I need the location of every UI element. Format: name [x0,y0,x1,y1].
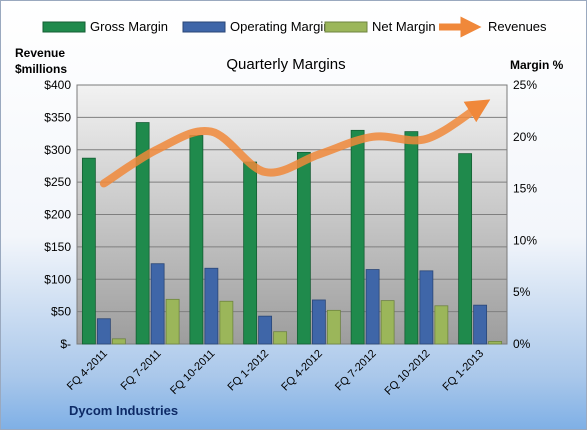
bar-operating-margin [96,318,111,345]
bar-net-margin [326,309,341,345]
legend-label-operating: Operating Margin [230,19,330,34]
bar-net-margin [165,298,180,345]
bar-net-margin [380,300,395,345]
bar-operating-margin [365,269,380,345]
revenue-point [265,172,266,173]
x-tick-label: FQ 4-2011 [65,348,110,393]
right-tick-label: 0% [513,337,531,351]
right-tick-label: 15% [513,182,537,196]
legend-swatch-net [324,21,368,33]
left-axis-label-line1: Revenue [15,46,65,60]
left-tick-label: $200 [44,208,71,222]
left-tick-label: $350 [44,110,71,124]
revenue-point [426,138,427,139]
bar-operating-margin [150,263,165,345]
right-tick-label: 20% [513,130,537,144]
x-tick-label: FQ 7-2011 [119,348,164,393]
bars [81,122,503,345]
x-axis-ticks: FQ 4-2011 FQ 7-2011 FQ 10-2011 FQ 1-2012 FQ … [65,348,486,398]
x-tick-label: FQ 1-2013 [441,348,487,394]
bar-net-margin [273,331,288,345]
bar-gross-margin [404,131,419,345]
bar-net-margin [111,338,126,345]
right-tick-label: 10% [513,233,537,247]
bar-operating-margin [204,267,219,345]
left-tick-label: $300 [44,143,71,157]
bar-gross-margin [243,161,258,345]
revenue-series-line [99,99,491,188]
bar-operating-margin [258,315,273,345]
left-tick-label: $250 [44,175,71,189]
bar-gross-margin [350,129,365,345]
x-tick-label: FQ 10-2012 [383,348,433,398]
bar-gross-margin [296,151,311,345]
bar-gross-margin [189,135,204,345]
right-tick-label: 25% [513,78,537,92]
right-axis-label: Margin % [510,58,564,72]
revenue-point [211,131,212,132]
x-tick-label: FQ 4-2012 [279,348,325,394]
legend-label-net: Net Margin [372,19,436,34]
left-tick-label: $400 [44,78,71,92]
legend-swatch-gross [42,21,86,33]
right-axis-ticks: 0% 5% 10% 15% 20% 25% [513,78,537,351]
right-tick-label: 5% [513,285,531,299]
left-axis-ticks: $- $50 $100 $150 $200 $250 $300 $350 $400 [44,78,71,351]
legend-label-revenues: Revenues [488,19,547,34]
legend-label-gross: Gross Margin [90,19,168,34]
revenue-point [157,149,158,150]
bar-net-margin [488,341,503,345]
x-tick-label: FQ 10-2011 [168,348,217,397]
bar-operating-margin [473,304,488,345]
revenue-point [480,105,481,106]
revenue-line [99,99,491,188]
bar-gross-margin [135,122,150,345]
x-tick-label: FQ 7-2012 [333,348,379,394]
legend-swatch-operating [182,21,226,33]
revenue-point [103,183,104,184]
left-tick-label: $100 [44,272,71,286]
left-tick-label: $- [60,337,71,351]
bar-net-margin [434,305,449,345]
bar-operating-margin [419,270,434,345]
bar-operating-margin [311,299,326,345]
company-name: Dycom Industries [69,403,178,418]
legend: Gross Margin Operating Margin Net Margin… [42,16,547,38]
chart-title: Quarterly Margins [226,56,345,73]
revenue-point [318,154,319,155]
left-axis-label-line2: $millions [15,62,67,76]
bar-gross-margin [458,153,473,345]
left-tick-label: $50 [51,305,71,319]
bar-net-margin [219,300,234,345]
bar-gross-margin [81,157,96,345]
x-tick-label: FQ 1-2012 [226,348,272,394]
left-tick-label: $150 [44,240,71,254]
revenue-point [372,136,373,137]
